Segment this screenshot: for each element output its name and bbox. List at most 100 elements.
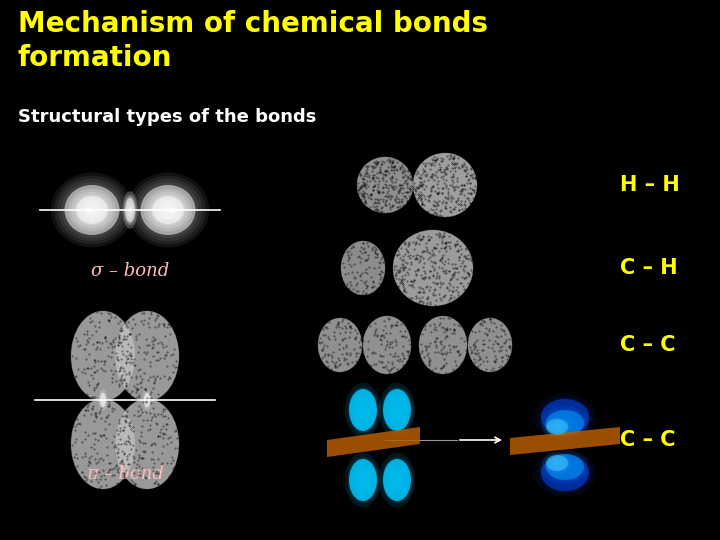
Ellipse shape [354,396,372,424]
Ellipse shape [85,204,99,216]
Ellipse shape [89,207,96,213]
Ellipse shape [561,420,569,426]
Ellipse shape [394,406,400,415]
Ellipse shape [468,318,512,372]
Ellipse shape [351,392,375,428]
Ellipse shape [539,454,591,492]
Ellipse shape [349,389,377,431]
Ellipse shape [144,189,192,231]
Ellipse shape [541,455,589,491]
Ellipse shape [345,453,381,507]
Ellipse shape [143,389,151,410]
Ellipse shape [134,179,202,241]
Ellipse shape [140,185,196,235]
Ellipse shape [102,397,104,403]
Ellipse shape [354,467,372,494]
Ellipse shape [534,450,596,496]
Ellipse shape [100,393,106,407]
Ellipse shape [546,455,568,471]
Ellipse shape [413,153,477,217]
Ellipse shape [383,459,411,501]
Ellipse shape [165,207,171,213]
Ellipse shape [122,191,138,229]
Ellipse shape [128,206,132,214]
Ellipse shape [125,199,135,221]
Ellipse shape [554,409,575,425]
Ellipse shape [388,467,406,494]
Ellipse shape [148,191,189,229]
Ellipse shape [419,316,467,374]
Ellipse shape [162,205,174,215]
Ellipse shape [144,188,192,232]
Ellipse shape [345,383,381,437]
Ellipse shape [145,395,149,405]
Ellipse shape [71,399,135,489]
Text: σ – bond: σ – bond [91,262,169,280]
Ellipse shape [553,415,577,431]
Ellipse shape [560,469,570,477]
Ellipse shape [115,311,179,401]
Ellipse shape [552,460,562,467]
Ellipse shape [553,458,577,475]
Ellipse shape [125,198,135,222]
Ellipse shape [76,196,108,224]
Text: Structural types of the bonds: Structural types of the bonds [18,108,316,126]
Ellipse shape [391,401,403,419]
Ellipse shape [144,393,150,407]
Ellipse shape [540,450,590,484]
Ellipse shape [140,185,196,235]
Ellipse shape [71,191,112,229]
Ellipse shape [71,192,113,228]
Ellipse shape [81,201,102,219]
Ellipse shape [554,465,575,481]
Ellipse shape [165,207,171,213]
Ellipse shape [130,176,206,245]
Ellipse shape [385,392,409,428]
Ellipse shape [560,413,570,421]
Ellipse shape [158,201,179,219]
Ellipse shape [543,453,571,474]
Ellipse shape [99,392,107,408]
Ellipse shape [379,453,415,507]
Ellipse shape [65,185,120,235]
Ellipse shape [549,411,582,434]
Ellipse shape [394,475,400,484]
Ellipse shape [561,464,569,470]
Ellipse shape [137,182,199,238]
Ellipse shape [550,422,564,432]
Ellipse shape [152,196,184,224]
Ellipse shape [54,176,130,245]
Ellipse shape [83,202,101,218]
Ellipse shape [115,399,179,489]
Ellipse shape [75,194,109,226]
Ellipse shape [388,396,406,424]
Ellipse shape [382,457,412,503]
Text: C – H: C – H [620,258,678,278]
Ellipse shape [544,401,586,433]
Ellipse shape [547,420,567,434]
Ellipse shape [77,197,107,223]
Ellipse shape [68,189,116,231]
Ellipse shape [86,205,98,215]
Ellipse shape [549,406,580,429]
Ellipse shape [379,383,415,437]
Ellipse shape [543,416,571,437]
Ellipse shape [557,417,573,429]
Ellipse shape [89,207,95,213]
Ellipse shape [348,457,378,503]
Ellipse shape [357,157,413,213]
Ellipse shape [74,194,110,226]
Text: C – C: C – C [620,430,675,450]
Ellipse shape [549,461,580,485]
Ellipse shape [147,192,189,228]
Ellipse shape [391,471,403,489]
Ellipse shape [143,392,150,408]
Ellipse shape [154,198,181,222]
Ellipse shape [318,318,362,372]
Ellipse shape [50,172,133,247]
Ellipse shape [124,195,136,225]
Ellipse shape [539,397,591,436]
Ellipse shape [357,401,369,419]
Ellipse shape [360,475,366,484]
Ellipse shape [534,394,596,441]
